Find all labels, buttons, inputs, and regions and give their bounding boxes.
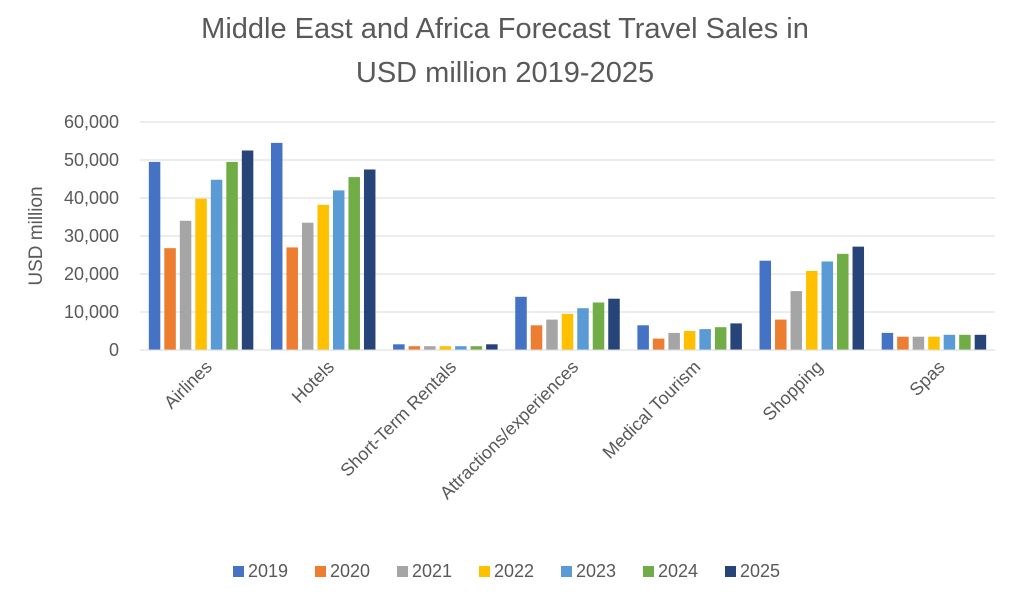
bar-2022-airlines bbox=[195, 198, 207, 350]
category-label: Spas bbox=[906, 357, 949, 400]
legend-swatch bbox=[233, 566, 244, 577]
chart-title-line-2: USD million 2019-2025 bbox=[356, 57, 654, 89]
bar-2024-airlines bbox=[226, 161, 238, 350]
legend-swatch bbox=[315, 566, 326, 577]
bar-2024-attractions-experiences bbox=[592, 302, 605, 350]
bar-2021-short-term-rentals bbox=[424, 346, 436, 350]
bar-2019-hotels bbox=[270, 142, 283, 350]
bar-2019-spas bbox=[881, 332, 894, 350]
bar-2022-spas bbox=[928, 336, 940, 350]
y-tick-label: 20,000 bbox=[64, 264, 119, 284]
legend-label: 2024 bbox=[658, 561, 698, 581]
bar-2022-attractions-experiences bbox=[561, 313, 574, 350]
y-tick-label: 30,000 bbox=[64, 226, 119, 246]
category-label: Airlines bbox=[160, 357, 216, 413]
y-tick-label: 40,000 bbox=[64, 188, 119, 208]
bar-2020-medical-tourism bbox=[652, 338, 665, 350]
category-label: Short-Term Rentals bbox=[336, 357, 460, 481]
bar-2025-short-term-rentals bbox=[486, 344, 498, 350]
bar-2020-shopping bbox=[775, 319, 787, 350]
category-label: Shopping bbox=[759, 357, 827, 425]
bar-2021-spas bbox=[912, 336, 925, 350]
legend-label: 2025 bbox=[740, 561, 780, 581]
legend-item-2025: 2025 bbox=[725, 561, 780, 581]
bar-2025-shopping bbox=[852, 246, 865, 350]
y-tick-label: 10,000 bbox=[64, 302, 119, 322]
legend-swatch bbox=[479, 566, 490, 577]
bar-2021-shopping bbox=[790, 291, 803, 350]
bar-2022-medical-tourism bbox=[683, 331, 696, 350]
bar-2025-airlines bbox=[241, 150, 254, 350]
legend-swatch bbox=[725, 566, 736, 577]
legend-item-2022: 2022 bbox=[479, 561, 534, 581]
legend: 2019 2020 2021 2022 2023 2024 2025 bbox=[233, 561, 780, 581]
bar-2024-medical-tourism bbox=[714, 327, 727, 350]
category-label: Medical Tourism bbox=[599, 357, 705, 463]
bar-2020-airlines bbox=[164, 248, 176, 350]
bar-2023-short-term-rentals bbox=[455, 346, 467, 350]
bar-2024-spas bbox=[959, 334, 971, 350]
bar-2025-medical-tourism bbox=[730, 323, 742, 350]
bar-2020-short-term-rentals bbox=[408, 346, 421, 350]
bar-2024-hotels bbox=[348, 177, 360, 350]
bars bbox=[148, 142, 987, 350]
y-tick-label: 50,000 bbox=[64, 150, 119, 170]
bar-2020-hotels bbox=[286, 247, 298, 350]
bar-2024-short-term-rentals bbox=[470, 346, 483, 350]
bar-2021-hotels bbox=[301, 222, 314, 350]
bar-2022-short-term-rentals bbox=[439, 346, 452, 350]
bar-2023-airlines bbox=[210, 179, 223, 350]
bar-2021-airlines bbox=[179, 220, 192, 350]
chart-title-line-1: Middle East and Africa Forecast Travel S… bbox=[201, 13, 809, 45]
legend-item-2021: 2021 bbox=[397, 561, 452, 581]
gridlines bbox=[140, 121, 995, 313]
bar-2022-hotels bbox=[317, 204, 329, 350]
legend-label: 2019 bbox=[248, 561, 288, 581]
legend-label: 2020 bbox=[330, 561, 370, 581]
legend-swatch bbox=[397, 566, 408, 577]
y-axis-title: USD million bbox=[26, 186, 47, 285]
category-label: Attractions/experiences bbox=[436, 357, 582, 503]
bar-2024-shopping bbox=[837, 253, 849, 350]
legend-label: 2021 bbox=[412, 561, 452, 581]
bar-2021-attractions-experiences bbox=[546, 319, 558, 350]
legend-label: 2022 bbox=[494, 561, 534, 581]
legend-item-2019: 2019 bbox=[233, 561, 288, 581]
legend-item-2020: 2020 bbox=[315, 561, 370, 581]
y-tick-label: 60,000 bbox=[64, 112, 119, 132]
bar-2020-spas bbox=[897, 336, 909, 350]
legend-label: 2023 bbox=[576, 561, 616, 581]
bar-2025-spas bbox=[974, 334, 987, 350]
category-label: Hotels bbox=[288, 357, 338, 407]
bar-2025-hotels bbox=[363, 169, 376, 350]
bar-2021-medical-tourism bbox=[668, 332, 680, 350]
bar-2019-airlines bbox=[148, 161, 161, 350]
bar-2023-shopping bbox=[821, 261, 834, 350]
legend-item-2024: 2024 bbox=[643, 561, 698, 581]
bar-2023-hotels bbox=[332, 190, 345, 350]
legend-item-2023: 2023 bbox=[561, 561, 616, 581]
bar-2022-shopping bbox=[806, 270, 818, 350]
bar-2025-attractions-experiences bbox=[608, 298, 620, 350]
bar-2019-short-term-rentals bbox=[393, 344, 405, 350]
legend-swatch bbox=[561, 566, 572, 577]
bar-2023-spas bbox=[943, 334, 956, 350]
legend-swatch bbox=[643, 566, 654, 577]
bar-2023-attractions-experiences bbox=[577, 308, 589, 350]
bar-2019-attractions-experiences bbox=[515, 296, 527, 350]
y-tick-label: 0 bbox=[109, 340, 119, 360]
bar-2019-shopping bbox=[759, 260, 772, 350]
y-axis-ticks: 0 10,000 20,000 30,000 40,000 50,000 60,000 bbox=[64, 112, 119, 360]
bar-2019-medical-tourism bbox=[637, 325, 649, 350]
bar-2023-medical-tourism bbox=[699, 329, 711, 350]
bar-2020-attractions-experiences bbox=[530, 325, 543, 350]
